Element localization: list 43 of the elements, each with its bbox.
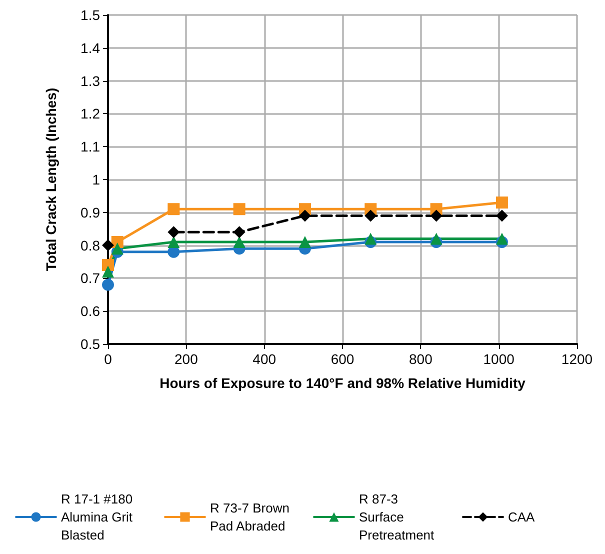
- y-tick-label: 1.2: [80, 106, 100, 122]
- y-tick-label: 0.5: [80, 336, 100, 352]
- x-tick-label: 600: [330, 351, 354, 367]
- point: [233, 226, 246, 238]
- point: [168, 236, 180, 248]
- point: [233, 236, 246, 248]
- point: [111, 242, 124, 255]
- y-tick-label: 0.8: [80, 237, 100, 254]
- y-tick-label: 0.9: [80, 204, 100, 220]
- y-tick-label: 0.7: [80, 270, 100, 286]
- point: [102, 239, 114, 252]
- x-tick-label: 0: [104, 351, 112, 367]
- point: [496, 210, 508, 222]
- point: [168, 203, 180, 216]
- x-tick-label: 200: [174, 351, 198, 367]
- legend-label: R 73-7 Brown Pad Abraded: [210, 500, 294, 534]
- point: [496, 196, 508, 209]
- legend-label: CAA: [508, 510, 536, 524]
- y-tick-label: 1.4: [80, 40, 100, 56]
- y-axis-title: Total Crack Length (Inches): [43, 88, 59, 272]
- legend-label: R 17-1 #180 Alumina Grit Blasted: [61, 492, 136, 542]
- x-tick-label: 1000: [483, 351, 515, 367]
- y-tick-label: 1: [92, 172, 100, 188]
- point: [496, 232, 508, 245]
- point: [298, 210, 311, 222]
- x-axis-title: Hours of Exposure to 140°F and 98% Relative Humidity: [160, 375, 526, 391]
- x-tick-label: 1200: [561, 351, 593, 367]
- y-tick-label: 0.6: [80, 303, 100, 320]
- point: [102, 278, 114, 291]
- point: [102, 266, 114, 278]
- point: [298, 236, 311, 248]
- y-tick-label: 1.3: [80, 72, 100, 89]
- point: [364, 210, 377, 222]
- point: [430, 210, 442, 222]
- y-tick-label: 1.1: [80, 138, 100, 155]
- y-tick-label: 1.5: [80, 7, 100, 23]
- point: [168, 226, 180, 238]
- point: [233, 203, 246, 216]
- legend-label: R 87-3 Surface Pretreatment: [359, 492, 435, 542]
- point: [430, 232, 442, 245]
- point: [364, 232, 377, 245]
- x-tick-label: 800: [408, 351, 433, 367]
- x-tick-label: 400: [252, 351, 276, 367]
